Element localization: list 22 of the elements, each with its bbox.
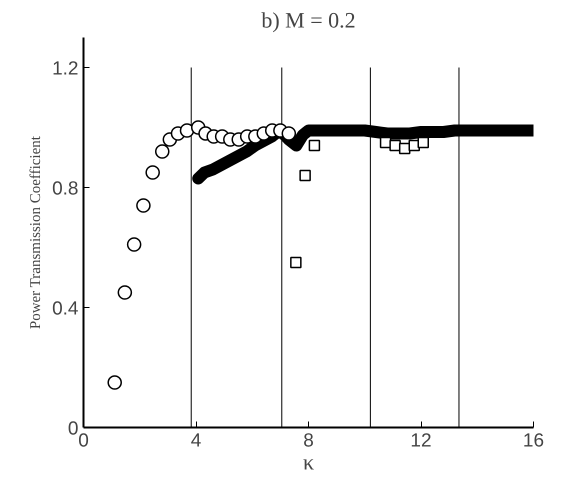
point (118, 285, 132, 300)
point (126, 237, 142, 252)
point (299, 170, 311, 182)
y-axis-title: Power Transmission Coefficient (28, 135, 44, 330)
x-tick-label: 16 (522, 430, 544, 452)
point (145, 165, 160, 180)
y-tick-label: 0.4 (52, 298, 79, 320)
x-axis-title: κ (302, 450, 314, 474)
x-tick-label: 4 (190, 430, 202, 452)
point (308, 140, 320, 152)
point (155, 144, 170, 159)
y-tick-label: 0.8 (52, 178, 79, 200)
point (180, 123, 194, 138)
point (282, 126, 296, 141)
chart-title: b) M = 0.2 (261, 8, 356, 32)
point (418, 136, 429, 148)
point (290, 256, 302, 268)
x-tick-label: 8 (303, 430, 314, 452)
x-tick-label: 12 (410, 430, 432, 452)
point (136, 198, 151, 213)
point (107, 375, 122, 390)
y-tick-label: 1.2 (52, 58, 79, 80)
